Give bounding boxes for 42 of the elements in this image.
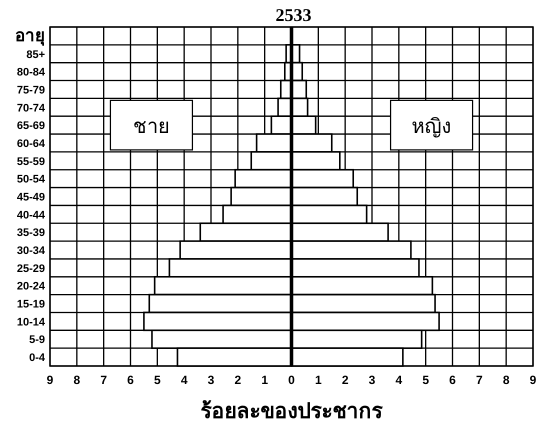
- y-tick-label: 75-79: [16, 84, 45, 96]
- y-tick-label: 0-4: [29, 352, 46, 364]
- x-tick-label: 1: [314, 373, 322, 387]
- x-tick-label: 1: [261, 373, 268, 387]
- x-tick-label: 4: [180, 373, 188, 387]
- chart-title: 2533: [276, 5, 312, 25]
- x-tick-label: 9: [46, 373, 54, 387]
- y-tick-label: 10-14: [16, 316, 46, 328]
- y-tick-label: 55-59: [16, 156, 45, 168]
- x-tick-label: 8: [502, 373, 510, 387]
- x-tick-label: 3: [208, 373, 215, 387]
- y-tick-label: 30-34: [16, 245, 46, 258]
- y-tick-label: 80-84: [16, 66, 46, 79]
- y-tick-label: 60-64: [16, 138, 46, 150]
- y-tick-label: 15-19: [16, 298, 45, 311]
- x-tick-label: 5: [154, 373, 161, 387]
- x-tick-label: 7: [100, 373, 108, 387]
- y-tick-label: 35-39: [16, 227, 45, 240]
- x-tick-label: 2: [234, 373, 242, 387]
- y-axis-title: อายุ: [15, 26, 45, 46]
- y-tick-label: 20-24: [16, 280, 46, 293]
- y-tick-label: 40-44: [16, 209, 46, 222]
- x-tick-label: 9: [530, 373, 537, 387]
- x-tick-label: 8: [73, 373, 80, 387]
- x-tick-label: 6: [127, 373, 134, 387]
- x-tick-label: 7: [476, 373, 483, 387]
- x-tick-label: 6: [449, 373, 456, 387]
- y-tick-label: 65-69: [16, 120, 45, 132]
- x-axis-title: ร้อยละของประชากร: [200, 399, 384, 423]
- y-tick-label: 25-29: [16, 262, 45, 275]
- text: ชาย: [132, 116, 170, 138]
- y-tick-label: 70-74: [16, 102, 46, 114]
- x-tick-label: 0: [288, 373, 296, 387]
- y-tick-label: 5-9: [29, 334, 45, 346]
- x-tick-label: 5: [422, 373, 430, 387]
- text: หญิง: [412, 116, 452, 138]
- x-tick-label: 3: [368, 373, 376, 387]
- y-tick-label: 50-54: [16, 174, 46, 186]
- x-tick-label: 2: [342, 373, 349, 387]
- x-tick-label: 4: [395, 373, 402, 387]
- y-tick-label: 45-49: [16, 192, 45, 204]
- y-tick-label: 85+: [26, 48, 45, 61]
